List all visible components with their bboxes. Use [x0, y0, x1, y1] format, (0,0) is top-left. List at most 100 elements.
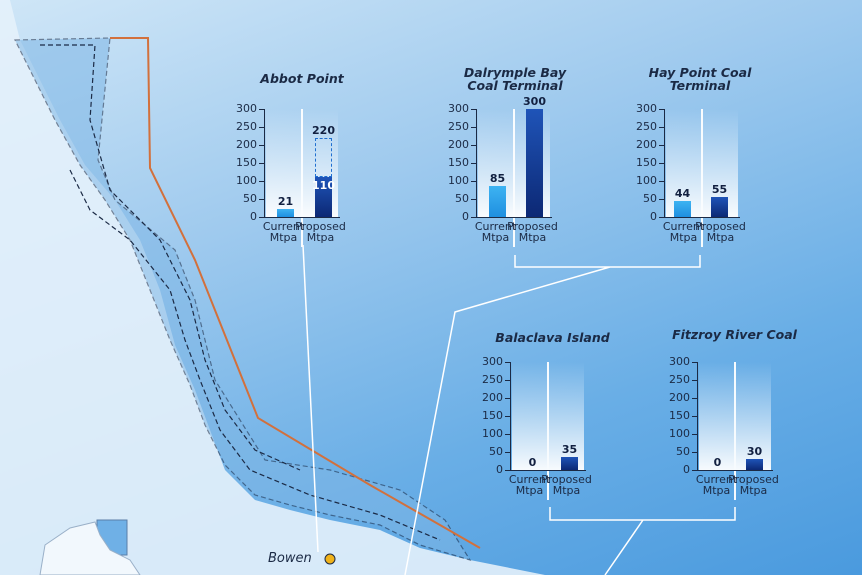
bowen-label: Bowen	[268, 551, 312, 566]
x-label-current: Current Mtpa	[474, 220, 517, 244]
y-tick-mark	[471, 163, 476, 164]
proposed-bar	[746, 459, 763, 470]
y-tick-label: 300	[636, 102, 657, 115]
y-tick-label: 300	[236, 102, 257, 115]
reef-zone-boundary	[40, 44, 301, 471]
y-tick-mark	[505, 362, 510, 363]
chart-title: Abbot Point	[260, 71, 344, 86]
leader-dalrymple-hay	[404, 255, 701, 575]
x-axis	[476, 217, 552, 218]
y-tick-mark	[659, 199, 664, 200]
current-column-bg	[699, 362, 734, 470]
y-tick-mark	[692, 416, 697, 417]
x-label-current: Current Mtpa	[662, 220, 705, 244]
y-tick-label: 0	[650, 210, 657, 223]
y-tick-label: 150	[482, 409, 503, 422]
y-tick-mark	[471, 145, 476, 146]
proposed-column-bg	[736, 362, 771, 470]
value-label: 55	[711, 183, 728, 197]
y-tick-mark	[659, 145, 664, 146]
leader-balaclava-fitzroy	[549, 507, 736, 575]
y-tick-label: 250	[669, 373, 690, 386]
chart-title: Balaclava Island	[495, 330, 610, 345]
reef-region	[14, 37, 472, 562]
y-tick-label: 250	[236, 120, 257, 133]
y-tick-label: 0	[683, 463, 690, 476]
marine-park-boundary	[110, 37, 481, 549]
chart-title: Dalrymple Bay Coal Terminal	[463, 65, 567, 93]
x-label-proposed: Proposed Mtpa	[695, 220, 746, 244]
y-tick-label: 200	[669, 391, 690, 404]
y-tick-mark	[505, 398, 510, 399]
y-tick-mark	[659, 127, 664, 128]
value-label: 30	[746, 445, 763, 459]
queensland-land	[0, 0, 545, 575]
proposed-bar	[315, 177, 332, 217]
y-tick-label: 150	[448, 156, 469, 169]
y-tick-mark	[259, 217, 264, 218]
x-label-proposed: Proposed Mtpa	[541, 473, 592, 497]
value-label: 35	[561, 443, 578, 457]
value-label: 21	[277, 195, 294, 209]
y-tick-label: 300	[669, 355, 690, 368]
leader-abbot-point	[302, 244, 319, 553]
y-tick-label: 50	[489, 445, 503, 458]
y-tick-mark	[471, 109, 476, 110]
inset-map-australia	[39, 521, 141, 575]
column-divider	[513, 109, 515, 247]
proposed-bar	[561, 457, 578, 470]
y-tick-label: 50	[643, 192, 657, 205]
y-tick-label: 300	[448, 102, 469, 115]
column-divider	[734, 362, 736, 500]
bowen-marker	[324, 553, 336, 565]
y-tick-label: 150	[236, 156, 257, 169]
y-tick-mark	[505, 380, 510, 381]
y-tick-label: 0	[250, 210, 257, 223]
x-label-current: Current Mtpa	[695, 473, 738, 497]
y-tick-mark	[692, 452, 697, 453]
value-label: 44	[674, 187, 691, 201]
value-label: 300	[523, 95, 546, 108]
y-tick-mark	[471, 181, 476, 182]
y-tick-label: 100	[448, 174, 469, 187]
column-divider	[301, 109, 303, 247]
y-tick-mark	[259, 199, 264, 200]
y-tick-mark	[259, 145, 264, 146]
y-tick-label: 50	[676, 445, 690, 458]
y-tick-mark	[692, 470, 697, 471]
y-tick-label: 100	[636, 174, 657, 187]
y-tick-mark	[659, 163, 664, 164]
value-label: 0	[713, 456, 722, 469]
y-tick-label: 150	[669, 409, 690, 422]
y-tick-label: 0	[496, 463, 503, 476]
current-column-bg	[512, 362, 547, 470]
value-label: 0	[528, 456, 537, 469]
y-tick-label: 200	[448, 138, 469, 151]
y-tick-mark	[505, 470, 510, 471]
y-tick-mark	[659, 217, 664, 218]
proposed-bar	[711, 197, 728, 217]
y-tick-label: 300	[482, 355, 503, 368]
y-tick-mark	[259, 181, 264, 182]
y-tick-label: 250	[448, 120, 469, 133]
y-tick-mark	[259, 163, 264, 164]
current-column-bg	[666, 109, 701, 217]
x-label-current: Current Mtpa	[262, 220, 305, 244]
x-axis	[264, 217, 340, 218]
y-tick-mark	[659, 181, 664, 182]
y-tick-mark	[692, 380, 697, 381]
y-tick-label: 200	[236, 138, 257, 151]
y-tick-mark	[692, 398, 697, 399]
y-tick-mark	[505, 452, 510, 453]
current-bar	[277, 209, 294, 217]
y-tick-label: 150	[636, 156, 657, 169]
x-axis	[510, 470, 586, 471]
y-tick-label: 100	[236, 174, 257, 187]
proposed-bar	[526, 109, 543, 217]
y-tick-label: 50	[455, 192, 469, 205]
y-tick-label: 0	[462, 210, 469, 223]
y-tick-mark	[659, 109, 664, 110]
y-tick-mark	[471, 127, 476, 128]
